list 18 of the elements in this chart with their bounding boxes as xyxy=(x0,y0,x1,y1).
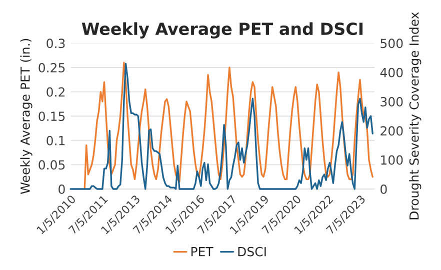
y2-tick-label: 300 xyxy=(380,96,403,106)
y-tick-label: 0 xyxy=(58,184,65,194)
y2-tick-label: 400 xyxy=(380,68,403,78)
legend-label: DSCI xyxy=(238,246,266,256)
y-tick-label: 0.2 xyxy=(46,87,64,97)
y2-tick-label: 100 xyxy=(381,155,403,165)
y-tick-label: 0.15 xyxy=(38,112,65,122)
y-tick-label: 0.3 xyxy=(46,38,65,48)
y-axis-title: Weekly Average PET (in.) xyxy=(20,38,32,194)
y-tick-label: 0.1 xyxy=(46,136,65,146)
legend-label: PET xyxy=(191,247,214,256)
y-tick-label: 0.05 xyxy=(38,160,65,170)
y2-tick-label: 500 xyxy=(380,38,403,48)
y2-tick-label: 200 xyxy=(380,126,403,136)
y-tick-label: 0.25 xyxy=(38,62,65,72)
y2-tick-label: 0 xyxy=(380,184,387,194)
chart-title: Weekly Average PET and DSCI xyxy=(82,22,363,38)
y2-axis-title: Drought Severity Coverage Index xyxy=(409,12,422,220)
